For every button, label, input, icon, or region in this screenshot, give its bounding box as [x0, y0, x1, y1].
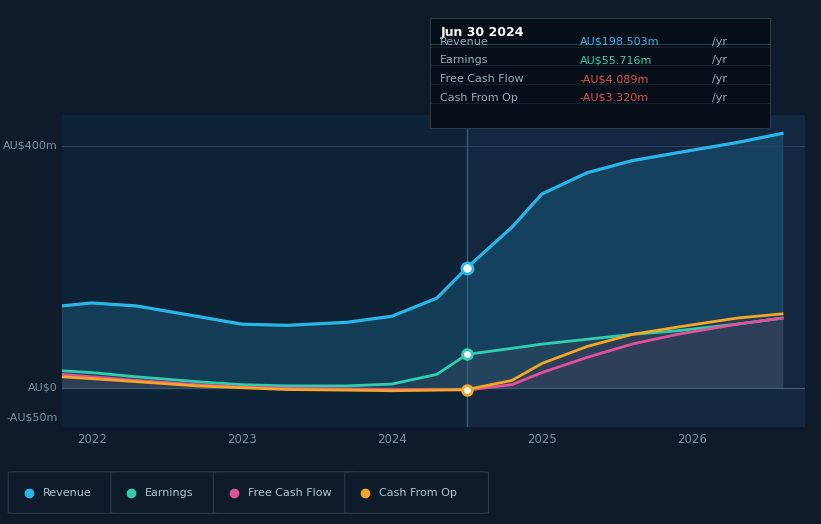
Text: Jun 30 2024: Jun 30 2024 [440, 26, 524, 39]
Bar [62, 115, 467, 427]
Text: /yr: /yr [712, 74, 727, 84]
Text: Revenue: Revenue [43, 487, 91, 498]
Text: Revenue: Revenue [440, 37, 489, 47]
Text: AU$55.716m: AU$55.716m [580, 56, 652, 66]
Text: Cash From Op: Cash From Op [440, 93, 518, 103]
Text: Free Cash Flow: Free Cash Flow [248, 487, 332, 498]
Text: /yr: /yr [712, 56, 727, 66]
Text: Free Cash Flow: Free Cash Flow [440, 74, 524, 84]
FancyBboxPatch shape [345, 472, 488, 514]
Text: /yr: /yr [712, 37, 727, 47]
Text: Cash From Op: Cash From Op [379, 487, 457, 498]
Text: Earnings: Earnings [145, 487, 194, 498]
Text: Earnings: Earnings [440, 56, 488, 66]
FancyBboxPatch shape [111, 472, 222, 514]
Text: Past: Past [438, 94, 463, 107]
Text: -AU$3.320m: -AU$3.320m [580, 93, 649, 103]
Text: AU$198.503m: AU$198.503m [580, 37, 659, 47]
Text: AU$400m: AU$400m [3, 140, 57, 150]
Text: -AU$4.089m: -AU$4.089m [580, 74, 649, 84]
Text: AU$0: AU$0 [28, 383, 57, 392]
FancyBboxPatch shape [213, 472, 357, 514]
Text: /yr: /yr [712, 93, 727, 103]
Text: -AU$50m: -AU$50m [7, 413, 57, 423]
Bar [467, 115, 805, 427]
FancyBboxPatch shape [8, 472, 119, 514]
Text: Analysts Forecasts: Analysts Forecasts [470, 94, 580, 107]
